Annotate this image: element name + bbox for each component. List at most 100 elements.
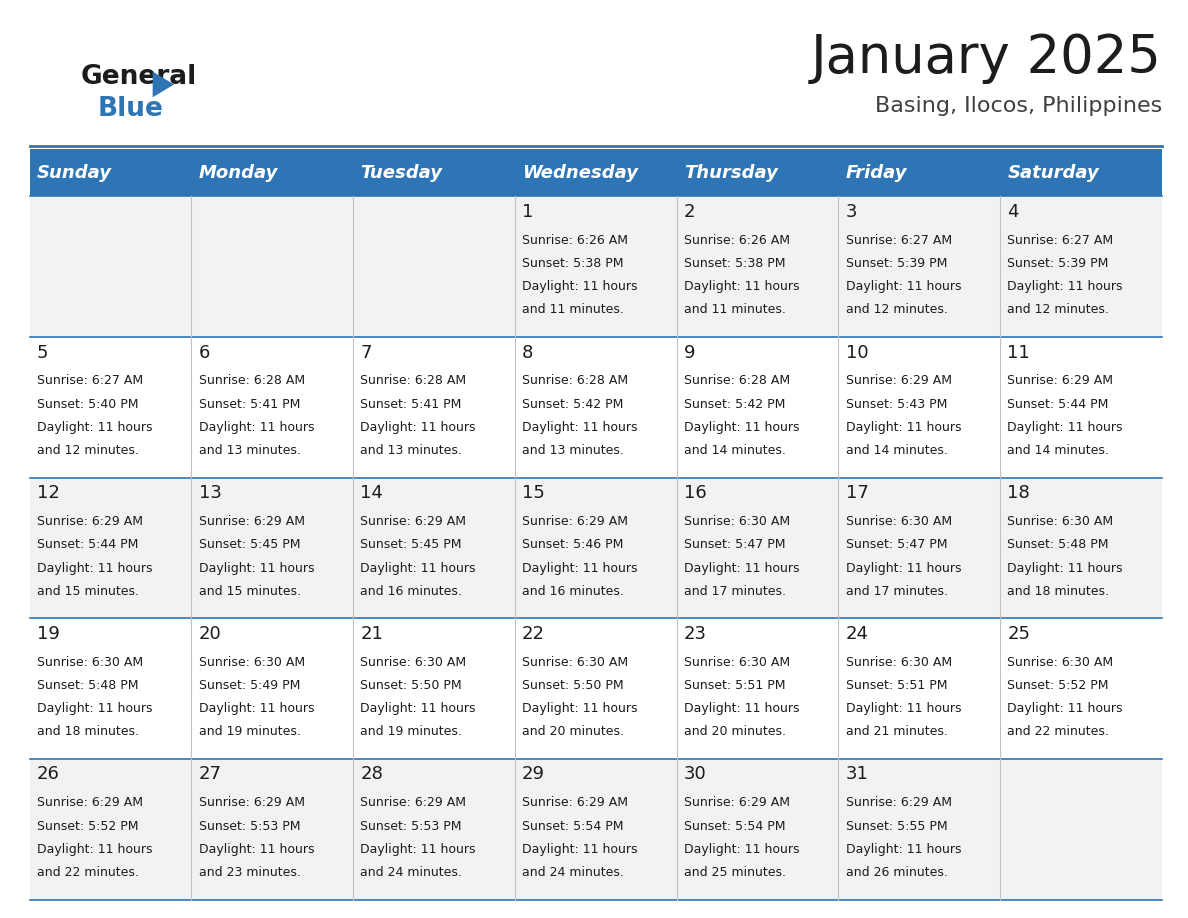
Text: Sunrise: 6:27 AM: Sunrise: 6:27 AM [37,375,143,387]
Text: Daylight: 11 hours: Daylight: 11 hours [1007,280,1123,293]
Text: and 26 minutes.: and 26 minutes. [846,866,947,879]
Text: Basing, Ilocos, Philippines: Basing, Ilocos, Philippines [874,96,1162,117]
Text: 25: 25 [1007,625,1030,643]
Text: and 14 minutes.: and 14 minutes. [1007,444,1110,457]
Text: Sunrise: 6:29 AM: Sunrise: 6:29 AM [846,375,952,387]
Text: Sunrise: 6:29 AM: Sunrise: 6:29 AM [1007,375,1113,387]
Text: Daylight: 11 hours: Daylight: 11 hours [198,702,314,715]
Text: Sunset: 5:40 PM: Sunset: 5:40 PM [37,397,138,410]
Text: and 18 minutes.: and 18 minutes. [37,725,139,738]
Text: 3: 3 [846,203,857,221]
Bar [30,759,1162,900]
Text: and 11 minutes.: and 11 minutes. [522,304,624,317]
Text: Sunset: 5:49 PM: Sunset: 5:49 PM [198,679,299,692]
Text: Sunset: 5:53 PM: Sunset: 5:53 PM [360,820,462,833]
Text: Daylight: 11 hours: Daylight: 11 hours [846,280,961,293]
Text: 1: 1 [522,203,533,221]
Text: Sunrise: 6:27 AM: Sunrise: 6:27 AM [1007,234,1113,247]
Text: Sunrise: 6:30 AM: Sunrise: 6:30 AM [846,655,952,668]
Text: Sunrise: 6:29 AM: Sunrise: 6:29 AM [37,515,143,528]
Text: 17: 17 [846,484,868,502]
Text: and 13 minutes.: and 13 minutes. [360,444,462,457]
Text: 2: 2 [684,203,695,221]
Text: Daylight: 11 hours: Daylight: 11 hours [198,562,314,575]
Text: Sunset: 5:52 PM: Sunset: 5:52 PM [37,820,138,833]
Text: Sunset: 5:38 PM: Sunset: 5:38 PM [684,257,785,270]
Bar [30,196,1162,337]
Text: and 13 minutes.: and 13 minutes. [198,444,301,457]
Text: Sunset: 5:42 PM: Sunset: 5:42 PM [684,397,785,410]
Text: Daylight: 11 hours: Daylight: 11 hours [1007,702,1123,715]
Text: 26: 26 [37,766,59,783]
Text: and 17 minutes.: and 17 minutes. [846,585,948,598]
Text: and 12 minutes.: and 12 minutes. [37,444,139,457]
Text: Daylight: 11 hours: Daylight: 11 hours [37,702,152,715]
Text: and 14 minutes.: and 14 minutes. [684,444,785,457]
Text: Sunset: 5:42 PM: Sunset: 5:42 PM [522,397,624,410]
Text: Sunset: 5:47 PM: Sunset: 5:47 PM [684,538,785,552]
Text: Sunrise: 6:29 AM: Sunrise: 6:29 AM [198,515,304,528]
Text: Daylight: 11 hours: Daylight: 11 hours [684,420,800,434]
Text: Sunday: Sunday [37,163,112,182]
Text: and 20 minutes.: and 20 minutes. [522,725,624,738]
Text: Sunrise: 6:26 AM: Sunrise: 6:26 AM [522,234,628,247]
Text: Sunrise: 6:28 AM: Sunrise: 6:28 AM [684,375,790,387]
Text: Sunrise: 6:30 AM: Sunrise: 6:30 AM [1007,515,1113,528]
Bar [30,477,1162,619]
Text: Sunset: 5:48 PM: Sunset: 5:48 PM [1007,538,1108,552]
Text: 13: 13 [198,484,221,502]
Text: Sunset: 5:51 PM: Sunset: 5:51 PM [846,679,947,692]
Text: 19: 19 [37,625,59,643]
Text: Sunset: 5:51 PM: Sunset: 5:51 PM [684,679,785,692]
Text: Daylight: 11 hours: Daylight: 11 hours [360,562,476,575]
Text: Sunrise: 6:30 AM: Sunrise: 6:30 AM [684,515,790,528]
Text: Sunset: 5:50 PM: Sunset: 5:50 PM [522,679,624,692]
Text: Sunrise: 6:30 AM: Sunrise: 6:30 AM [360,655,467,668]
Text: and 12 minutes.: and 12 minutes. [1007,304,1110,317]
Text: Sunrise: 6:30 AM: Sunrise: 6:30 AM [846,515,952,528]
Text: Sunrise: 6:30 AM: Sunrise: 6:30 AM [522,655,628,668]
Text: and 20 minutes.: and 20 minutes. [684,725,785,738]
Text: and 17 minutes.: and 17 minutes. [684,585,785,598]
Text: Sunset: 5:44 PM: Sunset: 5:44 PM [1007,397,1108,410]
Text: Daylight: 11 hours: Daylight: 11 hours [522,420,638,434]
Text: Daylight: 11 hours: Daylight: 11 hours [198,420,314,434]
Text: Sunset: 5:54 PM: Sunset: 5:54 PM [684,820,785,833]
Text: Sunrise: 6:29 AM: Sunrise: 6:29 AM [846,797,952,810]
Text: Sunset: 5:45 PM: Sunset: 5:45 PM [198,538,301,552]
Text: Blue: Blue [97,96,163,122]
Text: 6: 6 [198,343,210,362]
Text: 5: 5 [37,343,49,362]
Text: Sunrise: 6:29 AM: Sunrise: 6:29 AM [522,515,628,528]
Text: Daylight: 11 hours: Daylight: 11 hours [37,420,152,434]
Text: Thursday: Thursday [684,163,778,182]
Text: and 19 minutes.: and 19 minutes. [198,725,301,738]
Text: Daylight: 11 hours: Daylight: 11 hours [522,702,638,715]
Text: and 15 minutes.: and 15 minutes. [198,585,301,598]
Text: 29: 29 [522,766,545,783]
Text: Sunset: 5:45 PM: Sunset: 5:45 PM [360,538,462,552]
Text: Daylight: 11 hours: Daylight: 11 hours [522,280,638,293]
Text: 10: 10 [846,343,868,362]
Text: Sunset: 5:54 PM: Sunset: 5:54 PM [522,820,624,833]
Text: 23: 23 [684,625,707,643]
Text: Daylight: 11 hours: Daylight: 11 hours [846,420,961,434]
Text: 27: 27 [198,766,222,783]
Bar [30,619,1162,759]
Text: Daylight: 11 hours: Daylight: 11 hours [846,562,961,575]
Bar [30,337,1162,477]
Text: 7: 7 [360,343,372,362]
Text: Sunset: 5:44 PM: Sunset: 5:44 PM [37,538,138,552]
Text: Sunrise: 6:29 AM: Sunrise: 6:29 AM [198,797,304,810]
Text: Daylight: 11 hours: Daylight: 11 hours [1007,562,1123,575]
Text: Daylight: 11 hours: Daylight: 11 hours [37,562,152,575]
Text: Monday: Monday [198,163,278,182]
Text: 31: 31 [846,766,868,783]
Text: 15: 15 [522,484,545,502]
Text: Sunset: 5:46 PM: Sunset: 5:46 PM [522,538,624,552]
Text: 21: 21 [360,625,384,643]
Text: Sunrise: 6:28 AM: Sunrise: 6:28 AM [522,375,628,387]
Text: 20: 20 [198,625,221,643]
Text: Daylight: 11 hours: Daylight: 11 hours [846,843,961,856]
Text: and 18 minutes.: and 18 minutes. [1007,585,1110,598]
